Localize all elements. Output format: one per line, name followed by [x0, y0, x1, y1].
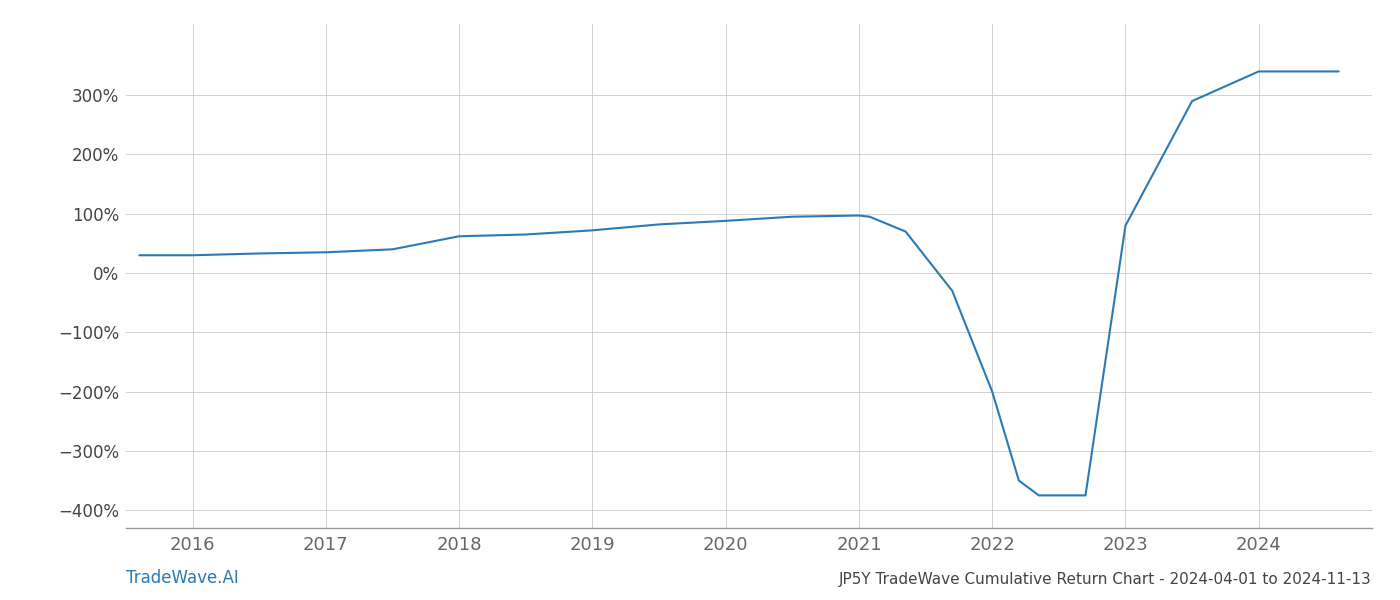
Text: TradeWave.AI: TradeWave.AI	[126, 569, 239, 587]
Text: JP5Y TradeWave Cumulative Return Chart - 2024-04-01 to 2024-11-13: JP5Y TradeWave Cumulative Return Chart -…	[839, 572, 1372, 587]
